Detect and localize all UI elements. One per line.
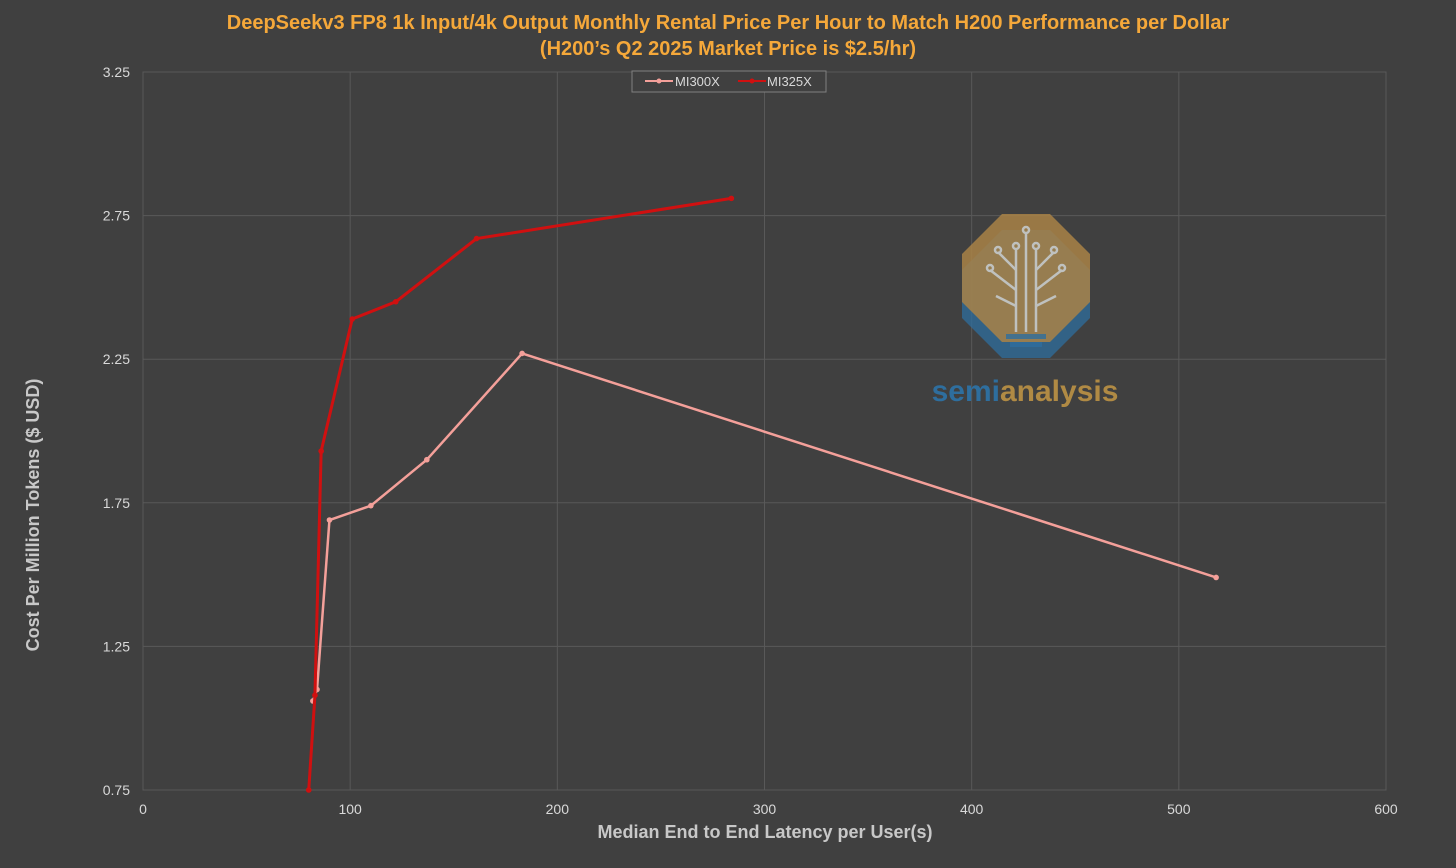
y-tick-label: 2.75: [103, 208, 130, 224]
x-tick-label: 500: [1167, 801, 1191, 817]
data-point-mi300x: [368, 502, 374, 509]
y-tick-label: 0.75: [103, 782, 130, 798]
data-point-mi300x: [1213, 574, 1219, 581]
y-axis-ticks: 0.75 1.25 1.75 2.25 2.75 3.25: [103, 64, 130, 798]
data-point-mi325x: [728, 195, 735, 202]
circuit-tree-icon: [985, 225, 1067, 332]
legend-box: [631, 70, 827, 93]
series-layer: [305, 195, 1219, 793]
x-axis-ticks: 0 100 200 300 400 500 600: [139, 801, 1398, 817]
data-point-mi325x: [473, 235, 480, 242]
legend: MI300X MI325X: [631, 70, 827, 93]
y-tick-label: 1.75: [103, 495, 130, 511]
legend-marker-dot-mi325x: [749, 78, 755, 84]
series-line-mi325x: [307, 196, 732, 791]
chart-subtitle: (H200’s Q2 2025 Market Price is $2.5/hr): [540, 38, 916, 60]
x-tick-label: 400: [960, 801, 984, 817]
legend-label-mi325x: MI325X: [767, 74, 812, 89]
y-tick-label: 2.25: [103, 351, 130, 367]
data-point-mi325x: [318, 448, 324, 454]
data-point-mi325x: [312, 692, 318, 699]
chart-title: DeepSeekv3 FP8 1k Input/4k Output Monthl…: [227, 12, 1230, 34]
gridlines: [142, 71, 1387, 791]
y-axis-label: Cost Per Million Tokens ($ USD): [23, 379, 43, 652]
data-point-mi325x: [305, 787, 312, 793]
x-tick-label: 0: [139, 801, 147, 817]
x-tick-label: 600: [1374, 801, 1398, 817]
legend-label-mi300x: MI300X: [675, 74, 720, 89]
data-point-mi300x: [519, 350, 525, 357]
y-tick-label: 3.25: [103, 64, 130, 80]
watermark-text: semianalysis: [932, 375, 1119, 408]
watermark-text-analysis: analysis: [1000, 375, 1118, 408]
watermark-text-semi: semi: [932, 375, 1000, 408]
data-point-mi325x: [392, 298, 399, 305]
x-tick-label: 200: [546, 801, 570, 817]
x-tick-label: 300: [753, 801, 777, 817]
semianalysis-watermark: semianalysis: [932, 214, 1119, 408]
data-point-mi300x: [326, 517, 333, 523]
data-point-mi300x: [424, 456, 430, 463]
y-tick-label: 1.25: [103, 638, 130, 654]
x-axis-label: Median End to End Latency per User(s): [597, 822, 932, 842]
data-point-mi325x: [349, 316, 356, 322]
legend-marker-dot-mi300x: [656, 78, 662, 84]
x-tick-label: 100: [338, 801, 362, 817]
